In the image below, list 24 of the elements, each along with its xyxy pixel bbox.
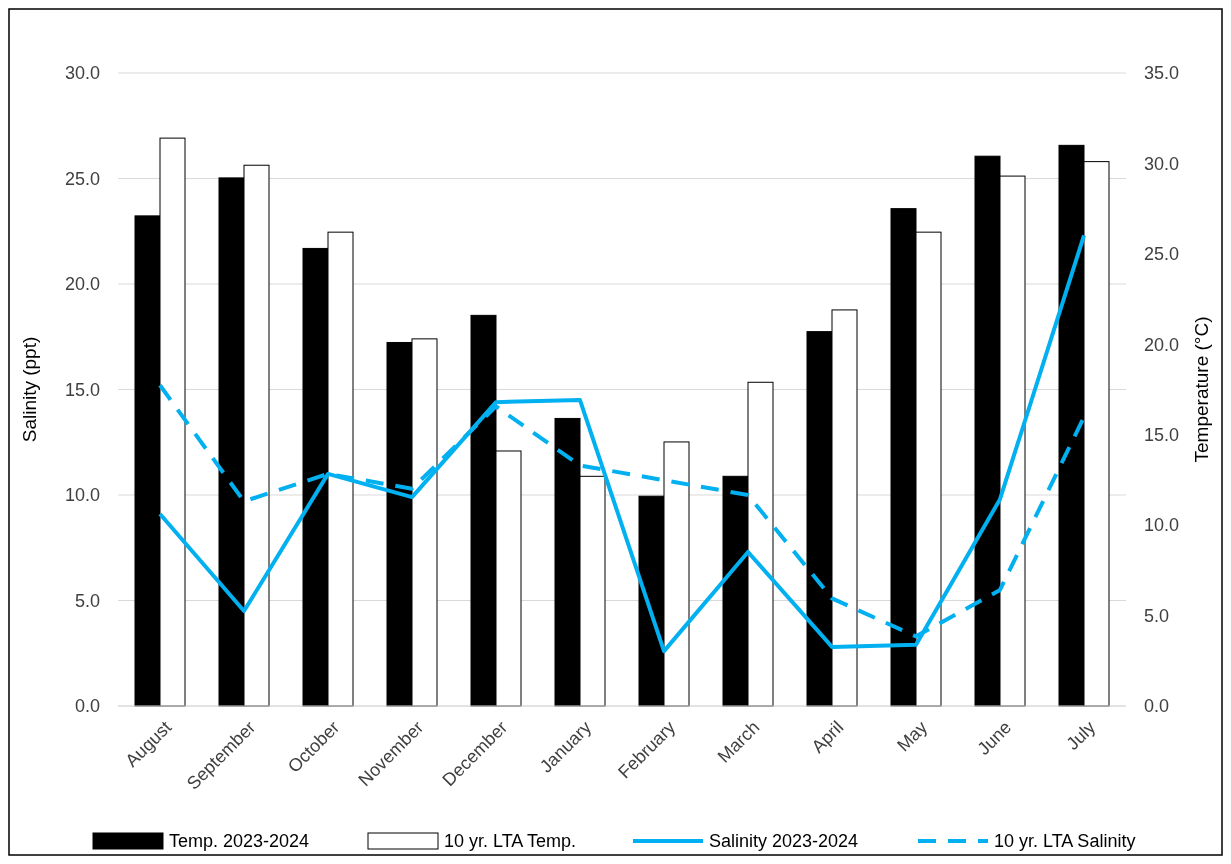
y2-tick-label: 35.0 bbox=[1144, 63, 1180, 84]
y-tick-label: 15.0 bbox=[64, 379, 100, 400]
y2-tick-label: 30.0 bbox=[1144, 153, 1180, 174]
legend-label: 10 yr. LTA Salinity bbox=[994, 831, 1136, 852]
y2-tick-label: 20.0 bbox=[1144, 334, 1180, 355]
y2-axis-title: Temperature (°C) bbox=[1191, 316, 1212, 463]
y-tick-label: 5.0 bbox=[74, 590, 100, 611]
y-tick-label: 20.0 bbox=[64, 274, 100, 295]
y2-tick-label: 10.0 bbox=[1144, 515, 1180, 536]
y-tick-label: 25.0 bbox=[64, 168, 100, 189]
y-axis-title: Salinity (ppt) bbox=[19, 336, 40, 443]
x-tick-label: July bbox=[1062, 717, 1100, 754]
y2-tick-label: 15.0 bbox=[1144, 425, 1180, 446]
x-tick-label: May bbox=[893, 717, 932, 756]
legend-label: Salinity 2023-2024 bbox=[709, 831, 859, 852]
y2-tick-label: 5.0 bbox=[1144, 605, 1170, 626]
y-tick-label: 30.0 bbox=[64, 63, 100, 84]
line-series bbox=[158, 233, 1086, 654]
legend-label: 10 yr. LTA Temp. bbox=[444, 831, 577, 852]
y-tick-label: 10.0 bbox=[64, 485, 100, 506]
y2-tick-label: 25.0 bbox=[1144, 244, 1180, 265]
y2-tick-label: 0.0 bbox=[1144, 696, 1170, 717]
legend-label: Temp. 2023-2024 bbox=[169, 831, 310, 852]
y-tick-label: 0.0 bbox=[74, 696, 100, 717]
